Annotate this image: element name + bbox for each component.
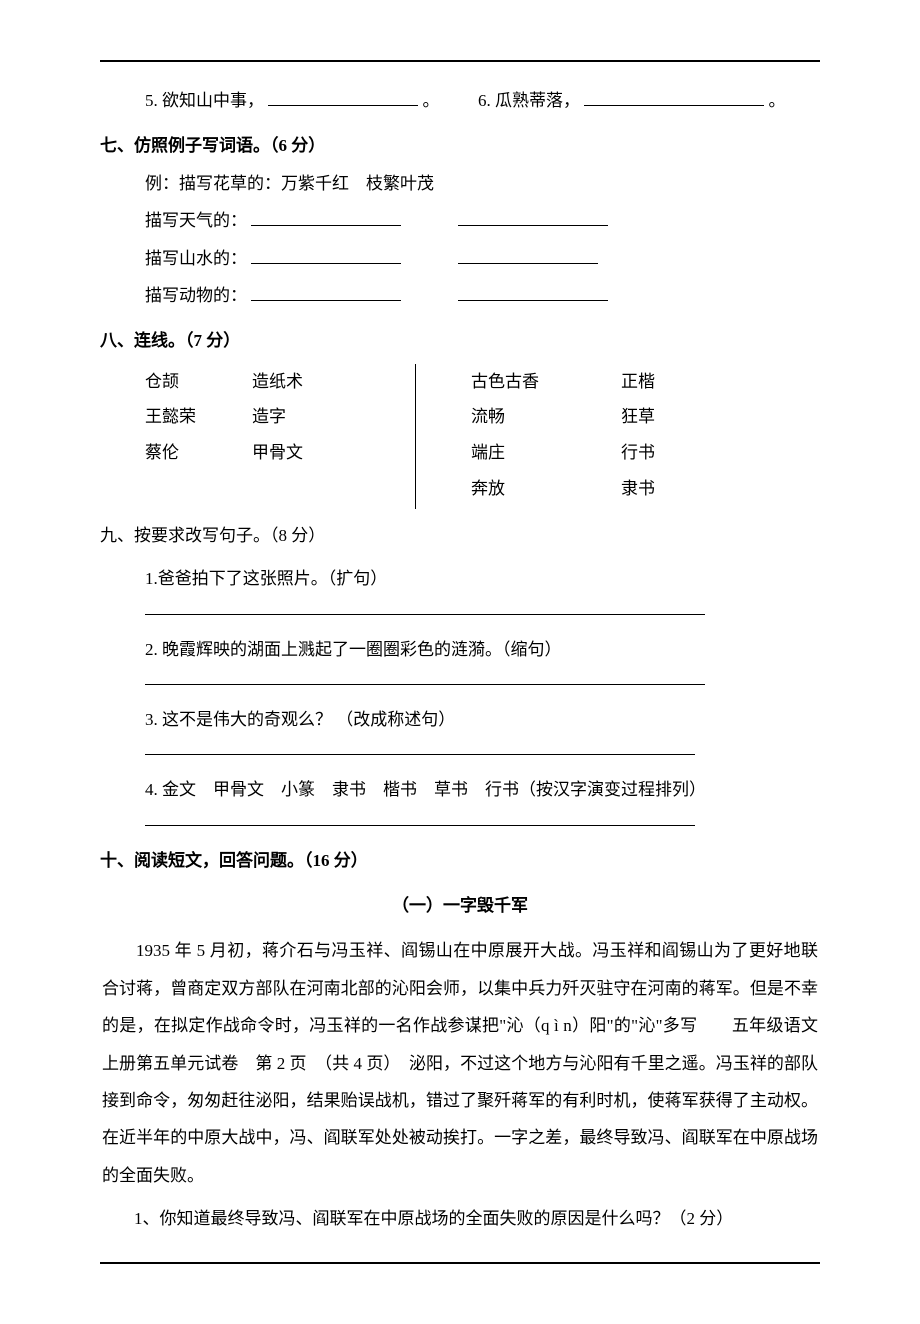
- section9-q1-blank[interactable]: [145, 614, 705, 615]
- section7-weather-blank1[interactable]: [251, 206, 401, 226]
- section8-r2-3[interactable]: 隶书: [621, 471, 655, 507]
- q5-suffix: 。: [423, 91, 440, 110]
- section8-l1-2[interactable]: 蔡伦: [145, 435, 196, 471]
- section7-body: 例：描写花草的：万紫千红 枝繁叶茂 描写天气的： 描写山水的： 描写动物的：: [100, 165, 820, 315]
- section7-heading: 七、仿照例子写词语。（6 分）: [100, 127, 820, 164]
- q6-prefix: 6. 瓜熟蒂落，: [478, 91, 580, 110]
- section8-r2-1[interactable]: 狂草: [621, 399, 655, 435]
- q6-suffix: 。: [769, 91, 786, 110]
- section7-landscape-blank1[interactable]: [251, 243, 401, 263]
- section9-q2: 2. 晚霞辉映的湖面上溅起了一圈圈彩色的涟漪。（缩句）: [100, 631, 820, 668]
- section8-l2-1[interactable]: 造字: [252, 399, 303, 435]
- section8-l1-1[interactable]: 王懿荣: [145, 399, 196, 435]
- page-bottom-rule: [100, 1262, 820, 1264]
- page-top-rule: [100, 60, 820, 62]
- section8-divider: [415, 364, 416, 509]
- section8-body: 仓颉 王懿荣 蔡伦 造纸术 造字 甲骨文 古色古香 流畅 端庄 奔放 正楷 狂草…: [100, 364, 820, 509]
- section8-right-col1: 古色古香 流畅 端庄 奔放: [471, 364, 539, 509]
- section10-q1: 1、你知道最终导致冯、阎联军在中原战场的全面失败的原因是什么吗？（2 分）: [100, 1200, 820, 1237]
- section7-animals-blank2[interactable]: [458, 281, 608, 301]
- section9-q3-blank[interactable]: [145, 754, 695, 755]
- section7-animals-row: 描写动物的：: [100, 277, 820, 314]
- section8-r1-0[interactable]: 古色古香: [471, 364, 539, 400]
- section7-animals-blank1[interactable]: [251, 281, 401, 301]
- section7-example: 例：描写花草的：万紫千红 枝繁叶茂: [100, 165, 820, 202]
- section7-landscape-blank2[interactable]: [458, 243, 598, 263]
- section8-right-col2: 正楷 狂草 行书 隶书: [621, 364, 655, 509]
- section9-q1: 1.爸爸拍下了这张照片。（扩句）: [100, 560, 820, 597]
- section9-q4: 4. 金文 甲骨文 小篆 隶书 楷书 草书 行书（按汉字演变过程排列）: [100, 771, 820, 808]
- section8-r2-2[interactable]: 行书: [621, 435, 655, 471]
- section8-right-group: 古色古香 流畅 端庄 奔放 正楷 狂草 行书 隶书: [471, 364, 655, 509]
- section7-landscape-row: 描写山水的：: [100, 240, 820, 277]
- section9-heading-text: 九、按要求改写句子。（8 分）: [100, 526, 325, 545]
- section10-heading: 十、阅读短文，回答问题。（16 分）: [100, 842, 820, 879]
- section8-heading-text: 八、连线。（7 分）: [100, 331, 240, 350]
- q5-blank[interactable]: [268, 86, 418, 106]
- section9-q2-blank[interactable]: [145, 684, 705, 685]
- section7-weather-row: 描写天气的：: [100, 202, 820, 239]
- q6-blank[interactable]: [584, 86, 764, 106]
- section10-heading-text: 十、阅读短文，回答问题。（16 分）: [100, 851, 368, 870]
- passage-title: （一）一字毁千军: [100, 887, 820, 924]
- section7-heading-text: 七、仿照例子写词语。（6 分）: [100, 136, 325, 155]
- section8-r1-2[interactable]: 端庄: [471, 435, 539, 471]
- section8-left-group: 仓颉 王懿荣 蔡伦 造纸术 造字 甲骨文: [145, 364, 405, 509]
- section7-landscape-label: 描写山水的：: [145, 249, 247, 268]
- section8-heading: 八、连线。（7 分）: [100, 322, 820, 359]
- section8-r2-0[interactable]: 正楷: [621, 364, 655, 400]
- section8-l2-0[interactable]: 造纸术: [252, 364, 303, 400]
- section8-l1-0[interactable]: 仓颉: [145, 364, 196, 400]
- q5-prefix: 5. 欲知山中事，: [145, 91, 264, 110]
- section9-heading: 九、按要求改写句子。（8 分）: [100, 517, 820, 554]
- section7-weather-blank2[interactable]: [458, 206, 608, 226]
- section7-weather-label: 描写天气的：: [145, 211, 247, 230]
- section9-q3: 3. 这不是伟大的奇观么？ （改成称述句）: [100, 701, 820, 738]
- section8-left-col1: 仓颉 王懿荣 蔡伦: [145, 364, 196, 509]
- section8-r1-1[interactable]: 流畅: [471, 399, 539, 435]
- section9-q4-blank[interactable]: [145, 825, 695, 826]
- passage-body: 1935 年 5 月初，蒋介石与冯玉祥、阎锡山在中原展开大战。冯玉祥和阎锡山为了…: [100, 932, 820, 1194]
- section8-left-col2: 造纸术 造字 甲骨文: [252, 364, 303, 509]
- q5-q6-row: 5. 欲知山中事， 。 6. 瓜熟蒂落， 。: [100, 82, 820, 119]
- section8-r1-3[interactable]: 奔放: [471, 471, 539, 507]
- section8-l2-2[interactable]: 甲骨文: [252, 435, 303, 471]
- section7-animals-label: 描写动物的：: [145, 286, 247, 305]
